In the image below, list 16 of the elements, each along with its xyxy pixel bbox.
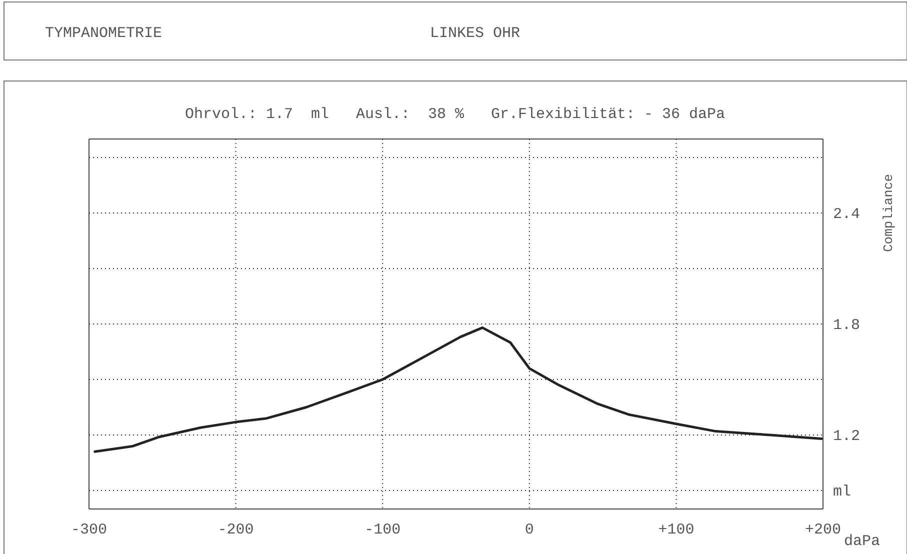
y-axis-title: Compliance xyxy=(881,174,896,252)
line-series xyxy=(94,326,823,453)
y-tick-label: ml xyxy=(833,483,852,500)
x-tick-label: -100 xyxy=(364,522,401,539)
x-tick-label: -200 xyxy=(218,522,254,539)
x-tick-label: -300 xyxy=(70,522,108,539)
y-tick-label: 2.4 xyxy=(833,206,860,223)
x-tick-label: +200 xyxy=(804,522,842,539)
x-tick-label: 0 xyxy=(524,522,534,539)
x-axis-title: daPa xyxy=(844,533,880,550)
y-tick-label: 1.2 xyxy=(833,428,860,445)
text: Ohrvol.: 1.7 ml Ausl.: 38 % Gr.Flexibilität: - 36 daPa xyxy=(184,106,726,123)
chart-subtitle: LINKES OHR xyxy=(430,25,520,42)
y-tick-label: 1.8 xyxy=(833,316,860,334)
x-tick-label: +100 xyxy=(658,522,694,539)
chart-title: TYMPANOMETRIE xyxy=(45,25,162,42)
